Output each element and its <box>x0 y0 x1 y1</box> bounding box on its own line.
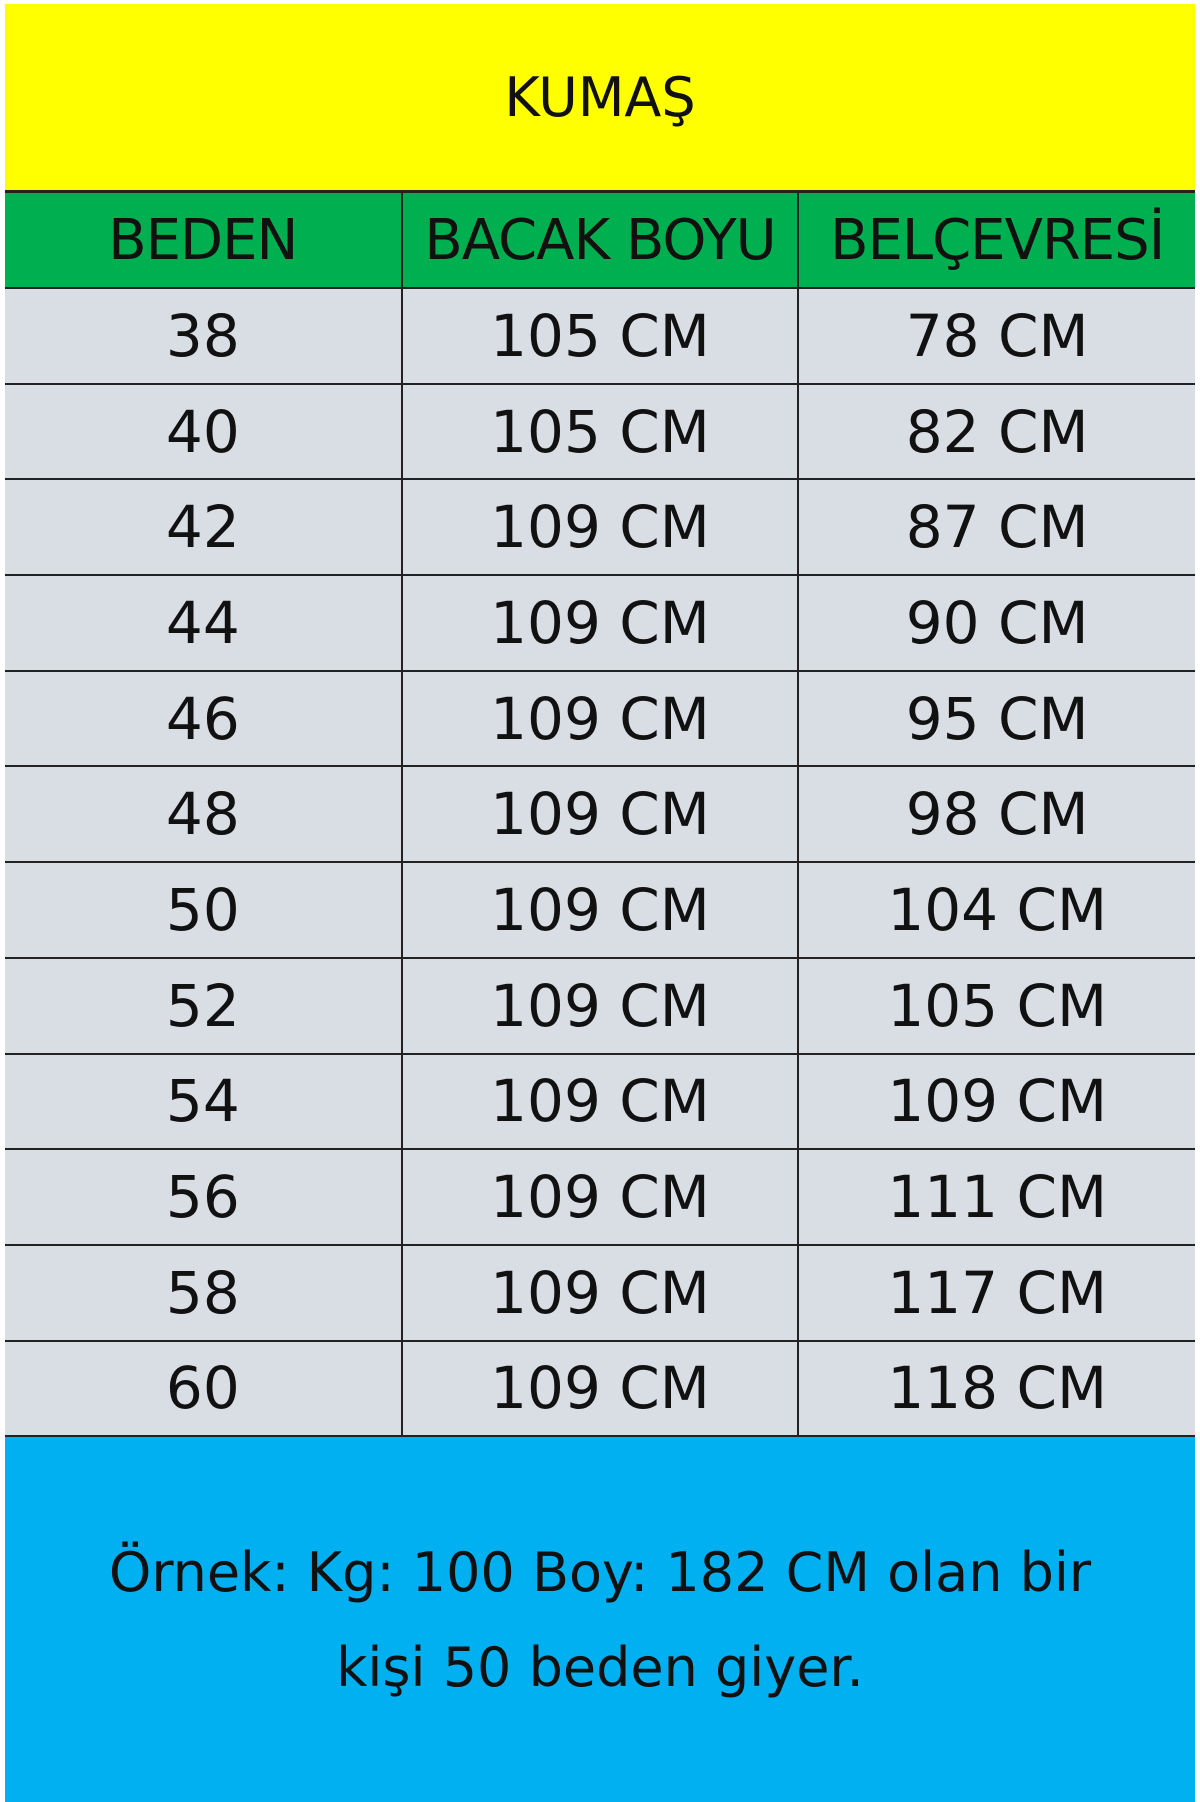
table-cell: 46 <box>5 670 403 768</box>
table-cell: 95 CM <box>797 670 1195 768</box>
table-cell: 78 CM <box>797 288 1195 385</box>
table-cell: 104 CM <box>797 862 1195 959</box>
table-row: 38 105 CM 78 CM <box>5 288 1195 385</box>
table-row: 40 105 CM 82 CM <box>5 383 1195 481</box>
table-cell: 87 CM <box>797 479 1195 577</box>
table-row: 44 109 CM 90 CM <box>5 575 1195 672</box>
table-cell: 90 CM <box>797 575 1195 672</box>
table-cell: 111 CM <box>797 1149 1195 1246</box>
table-cell: 60 <box>5 1340 403 1438</box>
table-cell: 98 CM <box>797 766 1195 864</box>
table-cell: 109 CM <box>400 575 800 672</box>
table-row: 60 109 CM 118 CM <box>5 1340 1195 1438</box>
table-cell: 109 CM <box>400 766 800 864</box>
table-cell: 109 CM <box>797 1053 1195 1151</box>
note-line-2: kişi 50 beden giyer. <box>336 1635 864 1699</box>
table-cell: 50 <box>5 862 403 959</box>
table-cell: 56 <box>5 1149 403 1246</box>
table-row: 58 109 CM 117 CM <box>5 1244 1195 1342</box>
table-cell: 105 CM <box>400 383 800 481</box>
table-cell: 109 CM <box>400 1149 800 1246</box>
column-header: BELÇEVRESİ <box>797 193 1195 289</box>
table-row: 56 109 CM 111 CM <box>5 1149 1195 1246</box>
table-cell: 117 CM <box>797 1244 1195 1342</box>
table-cell: 40 <box>5 383 403 481</box>
table-row: 54 109 CM 109 CM <box>5 1053 1195 1151</box>
table-cell: 109 CM <box>400 1340 800 1438</box>
table-cell: 109 CM <box>400 479 800 577</box>
table-cell: 82 CM <box>797 383 1195 481</box>
table-cell: 109 CM <box>400 957 800 1055</box>
table-cell: 38 <box>5 288 403 385</box>
example-note: Örnek: Kg: 100 Boy: 182 CM olan bir kişi… <box>5 1437 1195 1802</box>
table-cell: 109 CM <box>400 1053 800 1151</box>
chart-title: KUMAŞ <box>5 4 1195 193</box>
table-cell: 105 CM <box>400 288 800 385</box>
size-chart: KUMAŞ BEDEN BACAK BOYU BELÇEVRESİ 38 105 CM… <box>5 4 1195 1802</box>
size-table: BEDEN BACAK BOYU BELÇEVRESİ 38 105 CM 78 CM 4… <box>5 193 1195 1438</box>
table-row: 46 109 CM 95 CM <box>5 670 1195 768</box>
table-cell: 42 <box>5 479 403 577</box>
table-cell: 52 <box>5 957 403 1055</box>
table-row: 42 109 CM 87 CM <box>5 479 1195 577</box>
note-line-1: Örnek: Kg: 100 Boy: 182 CM olan bir <box>108 1540 1092 1604</box>
table-row: 52 109 CM 105 CM <box>5 957 1195 1055</box>
header-row: BEDEN BACAK BOYU BELÇEVRESİ <box>5 193 1195 289</box>
table-row: 50 109 CM 104 CM <box>5 862 1195 959</box>
column-header: BEDEN <box>5 193 403 289</box>
table-cell: 109 CM <box>400 862 800 959</box>
table-cell: 44 <box>5 575 403 672</box>
table-cell: 58 <box>5 1244 403 1342</box>
table-cell: 118 CM <box>797 1340 1195 1438</box>
table-cell: 109 CM <box>400 1244 800 1342</box>
table-cell: 109 CM <box>400 670 800 768</box>
table-cell: 48 <box>5 766 403 864</box>
table-cell: 105 CM <box>797 957 1195 1055</box>
column-header: BACAK BOYU <box>400 193 800 289</box>
table-row: 48 109 CM 98 CM <box>5 766 1195 864</box>
table-cell: 54 <box>5 1053 403 1151</box>
